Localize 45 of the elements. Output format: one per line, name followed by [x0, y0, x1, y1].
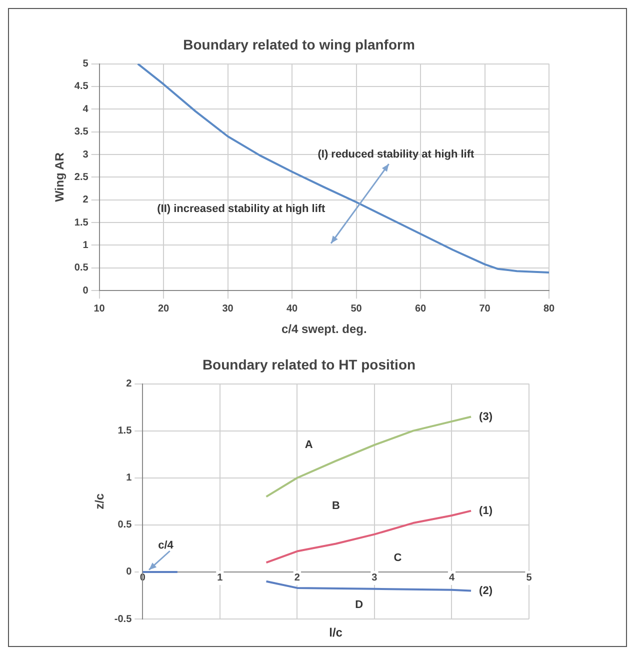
- y-tick-label: 0.5: [118, 520, 132, 531]
- x-tick-label: 4: [448, 572, 455, 584]
- y-tick-label: 2: [126, 378, 132, 390]
- annotation: C: [394, 552, 402, 564]
- chart-title: Boundary related to HT position: [202, 356, 416, 372]
- x-tick-label: 60: [414, 303, 427, 314]
- x-tick-label: 30: [222, 303, 234, 314]
- x-tick-label: 20: [158, 303, 170, 314]
- y-tick-label: 4: [82, 104, 89, 115]
- y-tick-label: 1.5: [118, 426, 132, 437]
- y-tick-label: 5: [82, 58, 89, 70]
- chart-title: Boundary related to wing planform: [183, 36, 415, 52]
- x-tick-label: 3: [372, 572, 378, 584]
- annotation: D: [355, 598, 364, 611]
- y-axis-title: Wing AR: [52, 152, 67, 202]
- annotation: A: [304, 438, 313, 451]
- series-label: (1): [479, 504, 493, 517]
- series-label: (3): [479, 410, 493, 423]
- x-axis-title: c/4 swept. deg.: [281, 322, 367, 336]
- x-tick-label: 10: [94, 303, 106, 314]
- annotation: (II) increased stability at high lift: [157, 202, 326, 215]
- x-tick-label: 1: [217, 572, 224, 584]
- annotation: (I) reduced stability at high lift: [318, 148, 475, 161]
- series-label: (2): [479, 584, 493, 597]
- y-tick-label: 0.5: [74, 262, 89, 274]
- y-tick-label: 1.5: [74, 217, 89, 228]
- y-tick-label: -0.5: [114, 614, 132, 625]
- y-axis-title: z/c: [92, 493, 107, 510]
- y-tick-label: 1: [82, 240, 89, 251]
- y-tick-label: 2.5: [74, 172, 89, 183]
- x-axis-title: l/c: [329, 625, 343, 640]
- y-tick-label: 1: [126, 472, 132, 484]
- x-tick-label: 2: [294, 572, 300, 584]
- x-tick-label: 40: [286, 303, 298, 314]
- x-tick-label: 70: [479, 303, 491, 314]
- x-tick-label: 80: [543, 303, 555, 314]
- x-tick-label: 5: [526, 572, 532, 584]
- y-tick-label: 0: [82, 285, 89, 296]
- y-tick-label: 3: [82, 149, 89, 160]
- annotation: B: [332, 500, 340, 512]
- y-tick-label: 3.5: [74, 126, 89, 138]
- x-tick-label: 50: [350, 303, 362, 314]
- annotation: c/4: [158, 540, 174, 552]
- y-tick-label: 4.5: [74, 81, 89, 92]
- y-tick-label: 2: [82, 194, 89, 206]
